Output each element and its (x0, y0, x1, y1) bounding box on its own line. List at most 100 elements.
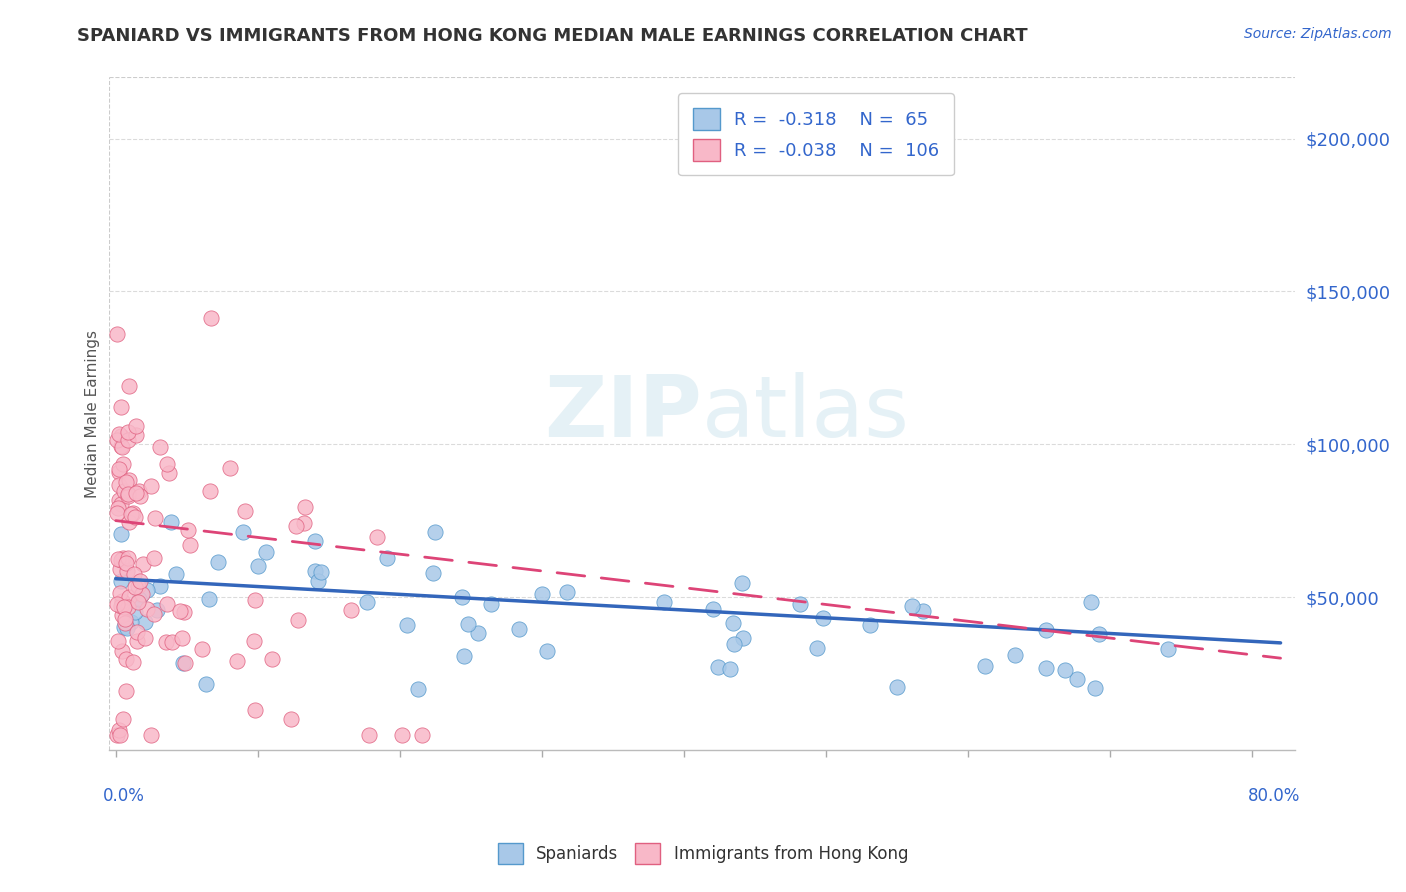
Point (1087, 627, 1109, 641)
Point (107, 634, 129, 648)
Point (422, 566, 444, 581)
Point (179, 538, 201, 552)
Point (110, 497, 132, 511)
Point (124, 605, 146, 619)
Point (125, 418, 148, 433)
Point (107, 728, 129, 742)
Point (111, 440, 134, 454)
Point (114, 616, 136, 631)
Point (131, 588, 153, 602)
Point (110, 400, 132, 414)
Point (243, 634, 266, 648)
Point (294, 500, 316, 515)
Point (160, 515, 183, 529)
Point (357, 728, 380, 742)
Point (254, 545, 277, 559)
Point (292, 516, 315, 531)
Legend: Spaniards, Immigrants from Hong Kong: Spaniards, Immigrants from Hong Kong (491, 837, 915, 871)
Point (114, 652, 136, 666)
Point (111, 457, 134, 471)
Point (120, 615, 142, 630)
Point (111, 551, 134, 566)
Point (125, 486, 148, 500)
Point (128, 483, 150, 498)
Point (134, 615, 156, 630)
Point (108, 562, 131, 576)
Point (110, 429, 132, 443)
Point (973, 659, 995, 673)
Text: Source: ZipAtlas.com: Source: ZipAtlas.com (1244, 27, 1392, 41)
Point (232, 524, 254, 539)
Point (450, 590, 472, 604)
Point (1035, 624, 1057, 638)
Point (197, 592, 219, 607)
Point (136, 601, 159, 615)
Point (169, 603, 191, 617)
Point (108, 478, 131, 492)
Point (117, 425, 139, 439)
Point (218, 461, 240, 475)
Point (129, 574, 152, 588)
Point (453, 648, 475, 663)
Point (131, 557, 153, 571)
Point (105, 433, 128, 447)
Point (124, 509, 146, 524)
Point (110, 439, 132, 453)
Point (1066, 672, 1088, 686)
Text: ZIP: ZIP (544, 372, 702, 455)
Point (157, 467, 180, 481)
Point (207, 554, 229, 568)
Point (136, 583, 159, 598)
Point (110, 553, 132, 567)
Point (105, 506, 128, 520)
Point (309, 565, 332, 579)
Point (356, 595, 378, 609)
Point (131, 587, 153, 601)
Point (165, 566, 187, 581)
Point (143, 511, 166, 525)
Point (118, 473, 141, 487)
Point (156, 458, 179, 472)
Point (285, 519, 308, 533)
Point (122, 656, 145, 670)
Point (115, 564, 138, 578)
Point (243, 592, 266, 607)
Point (912, 604, 935, 618)
Point (117, 489, 139, 503)
Point (173, 656, 195, 670)
Point (110, 608, 132, 623)
Point (304, 533, 326, 548)
Point (200, 310, 222, 325)
Point (247, 559, 270, 574)
Point (124, 580, 146, 594)
Point (120, 507, 142, 521)
Point (457, 616, 479, 631)
Point (112, 712, 135, 726)
Point (536, 644, 558, 658)
Point (707, 660, 730, 674)
Point (1080, 595, 1102, 609)
Point (375, 551, 398, 566)
Point (243, 703, 266, 717)
Point (530, 587, 553, 601)
Point (718, 662, 741, 676)
Point (194, 677, 217, 691)
Point (108, 462, 131, 476)
Point (233, 504, 256, 518)
Point (160, 634, 183, 648)
Point (702, 602, 724, 616)
Point (121, 507, 143, 521)
Y-axis label: Median Male Earnings: Median Male Earnings (86, 330, 100, 498)
Point (118, 378, 141, 392)
Point (1157, 642, 1180, 657)
Text: 80.0%: 80.0% (1249, 787, 1301, 805)
Point (107, 501, 129, 516)
Point (108, 586, 131, 600)
Point (112, 600, 135, 615)
Point (141, 728, 163, 742)
Point (396, 618, 419, 632)
Point (173, 605, 195, 619)
Point (107, 723, 129, 738)
Point (176, 523, 198, 537)
Point (117, 600, 139, 615)
